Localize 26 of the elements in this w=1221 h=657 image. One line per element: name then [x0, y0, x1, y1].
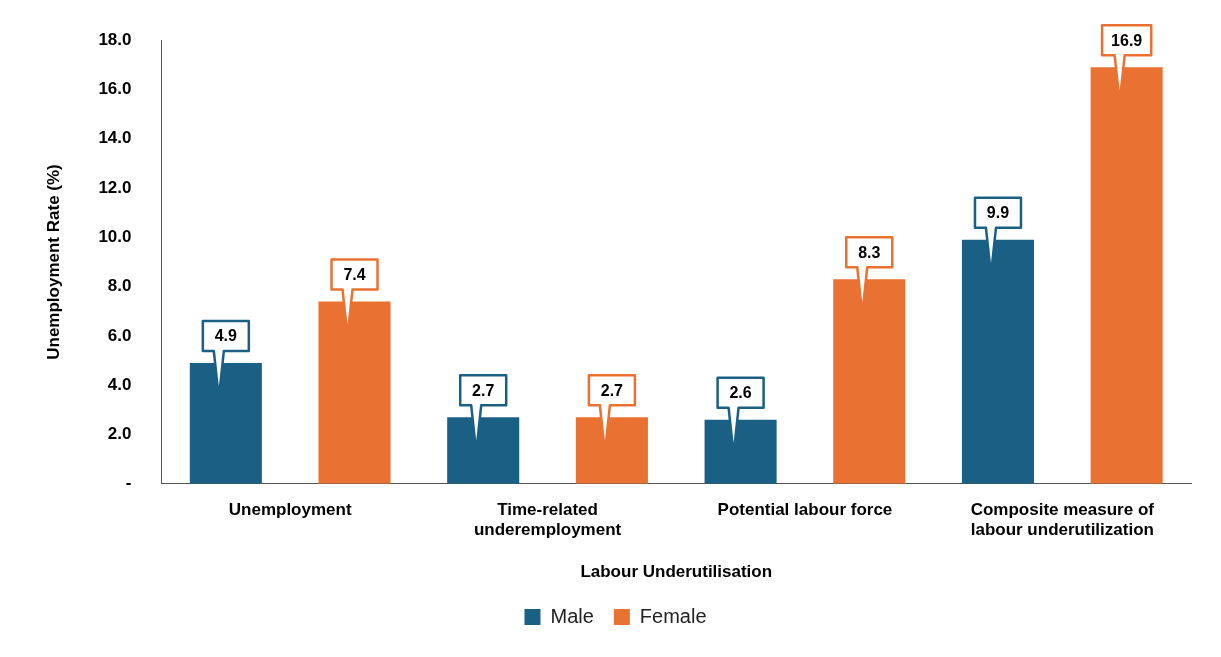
data-label: 8.3 [858, 243, 881, 261]
y-tick-label: 18.0 [98, 29, 132, 49]
data-label: 7.4 [343, 265, 366, 283]
y-axis-title: Unemployment Rate (%) [43, 164, 63, 360]
x-tick-label: Time-related underemployment [473, 499, 622, 540]
legend-label: Female [639, 604, 707, 627]
data-label: 2.6 [729, 384, 752, 402]
x-axis-title: Labour Underutilisation [580, 562, 773, 582]
y-tick-label: 4.0 [107, 374, 132, 394]
x-tick-label: Potential labour force [717, 499, 893, 519]
data-label: 2.7 [472, 381, 495, 399]
data-label: 4.9 [214, 327, 238, 345]
y-tick-label: 16.0 [98, 79, 132, 99]
y-tick-label: 10.0 [98, 227, 132, 247]
data-label: 2.7 [600, 381, 624, 399]
y-tick-label: 12.0 [98, 177, 132, 197]
legend-label: Male [550, 604, 594, 627]
x-tick-label: Composite measure of labour underutilization [970, 499, 1155, 540]
data-label: 9.9 [986, 204, 1010, 222]
y-tick-label: 8.0 [107, 276, 132, 296]
y-tick-label: 6.0 [107, 325, 132, 345]
y-tick-label: 2.0 [107, 424, 132, 444]
y-tick-label: 14.0 [98, 128, 132, 148]
data-label: 16.9 [1111, 31, 1143, 49]
x-tick-label: Unemployment [228, 499, 352, 519]
y-tick-label: - [125, 473, 132, 493]
